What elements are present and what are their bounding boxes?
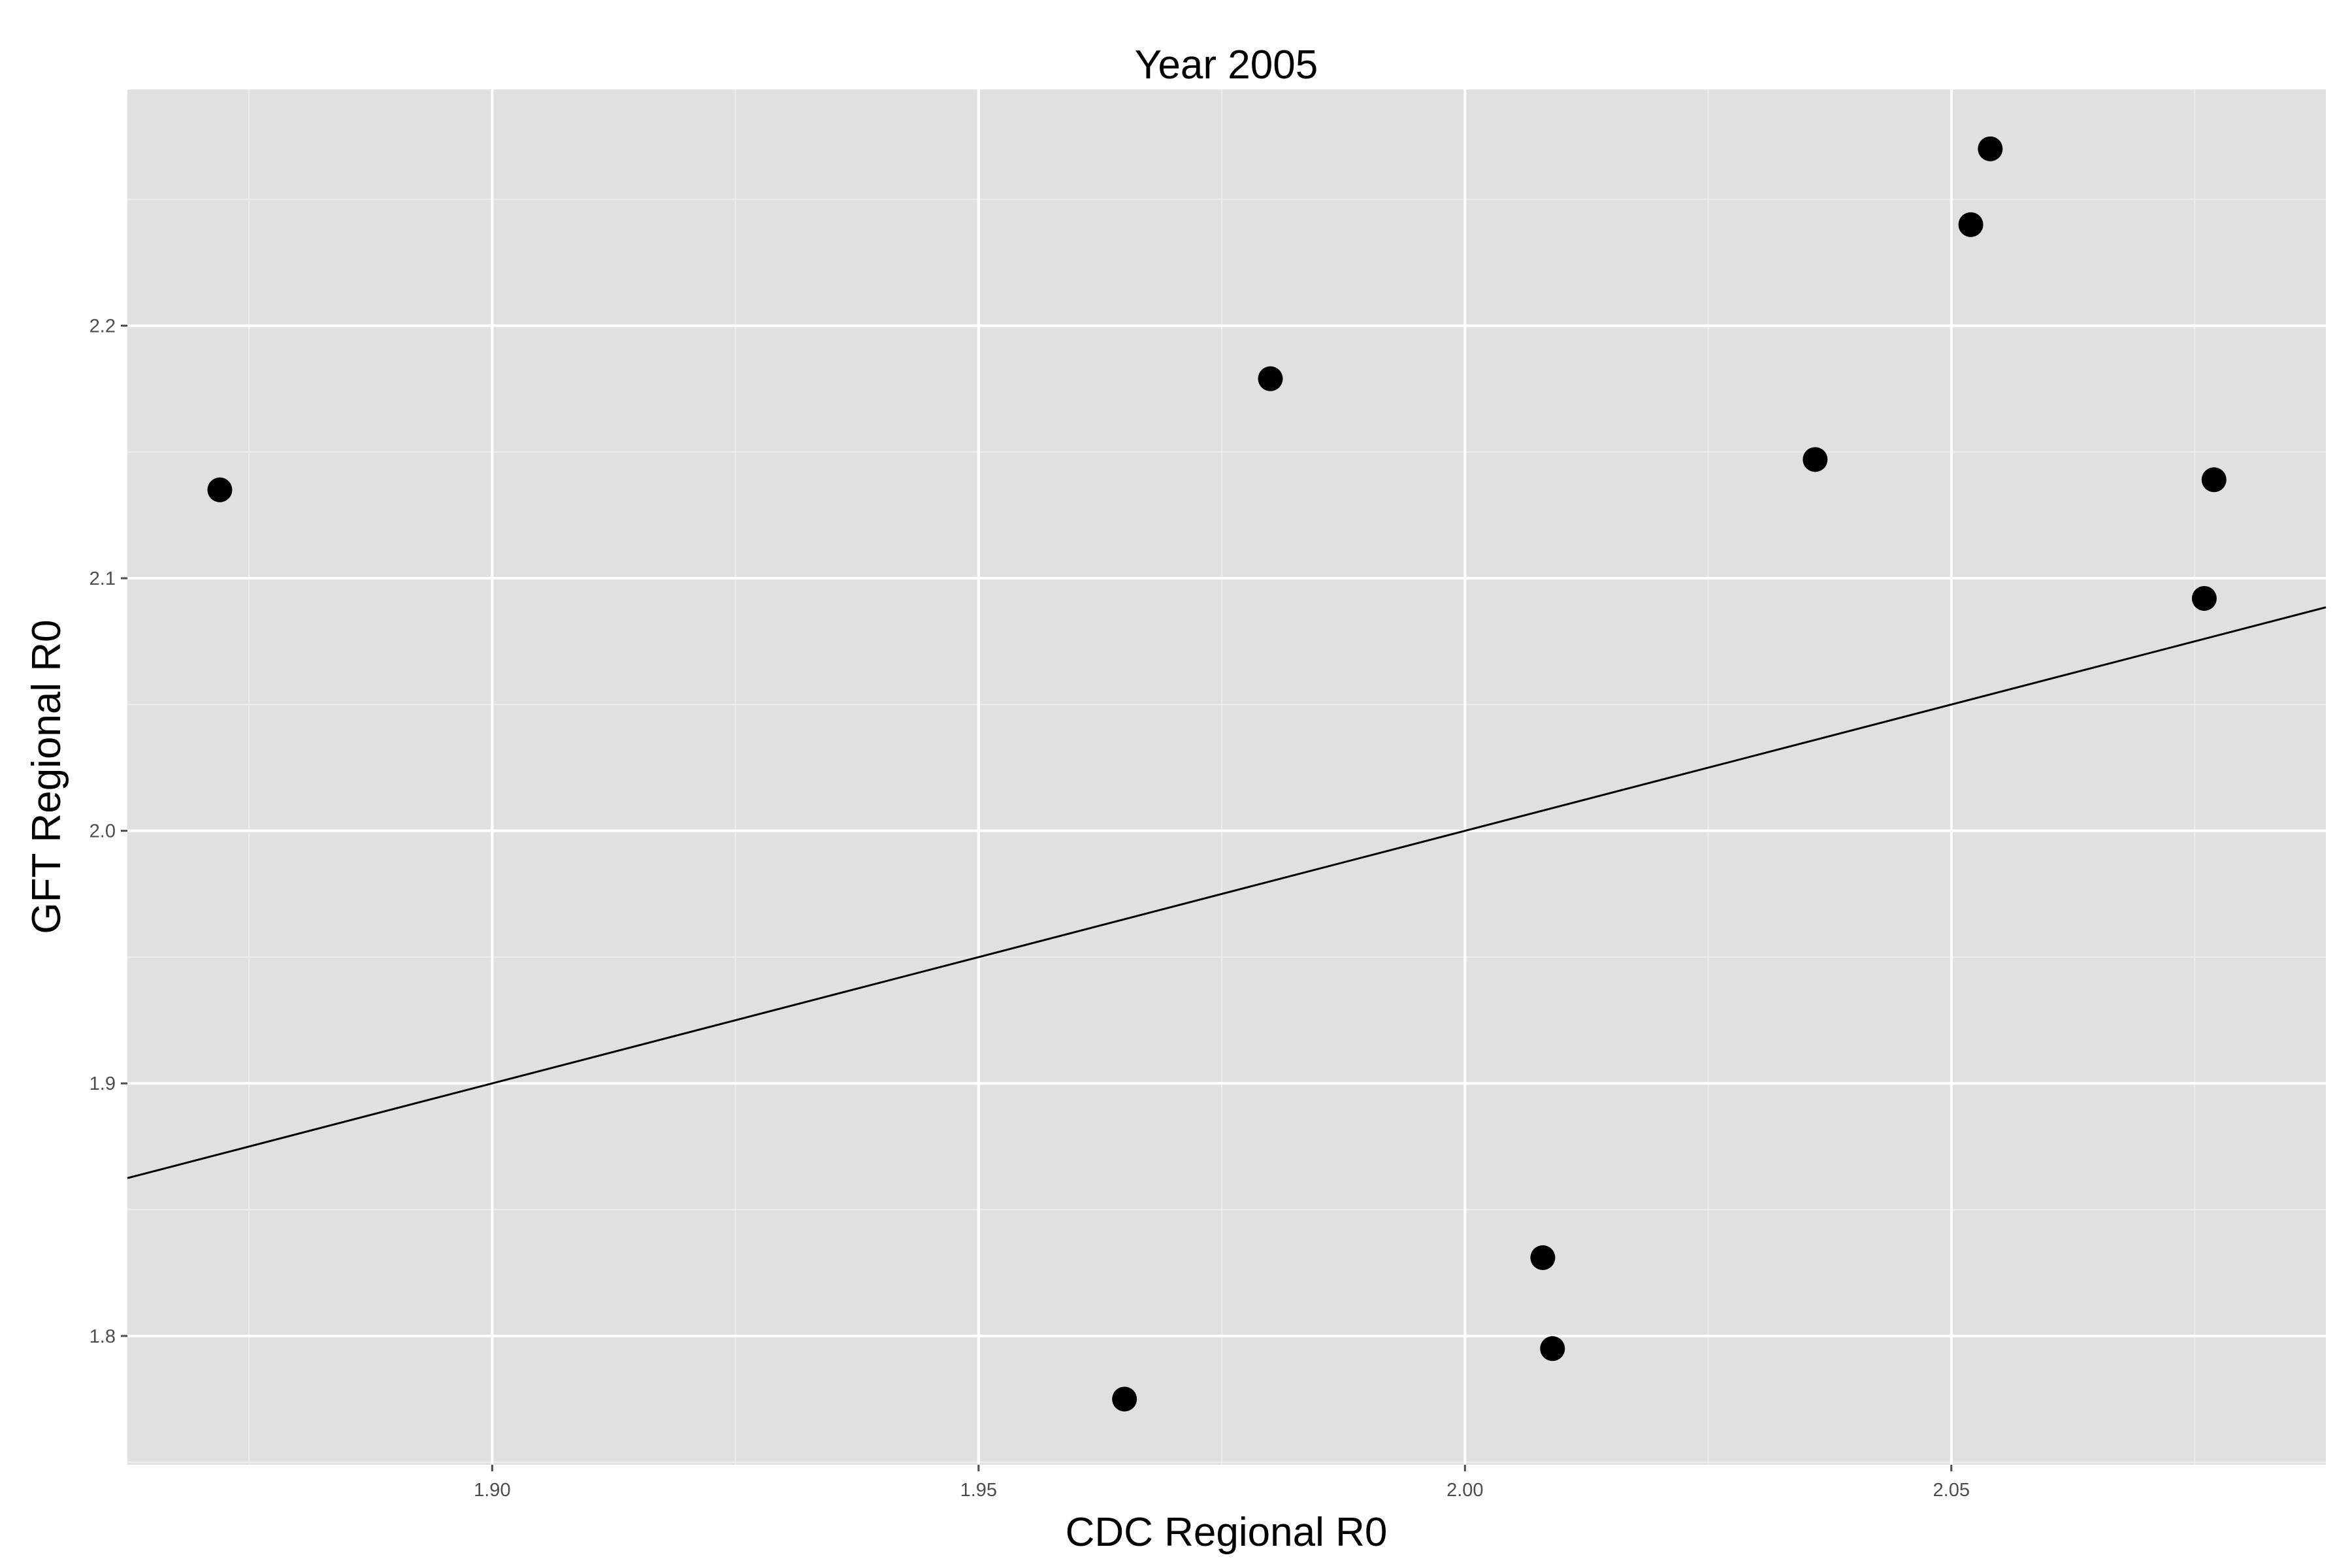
plot-panel — [127, 90, 2326, 1465]
data-point — [1258, 366, 1283, 391]
y-tick-label: 2.1 — [90, 568, 116, 589]
y-tick-label: 2.0 — [90, 821, 116, 842]
data-point — [207, 477, 233, 502]
y-axis-title: GFT Regional R0 — [24, 619, 69, 934]
x-axis-ticks: 1.90 1.95 2.00 2.05 — [474, 1465, 1970, 1501]
points-group — [207, 136, 2227, 1412]
data-point — [2201, 467, 2227, 493]
data-point — [1540, 1336, 1565, 1362]
reference-line-group — [127, 606, 2327, 1179]
data-point — [1958, 212, 1984, 237]
x-tick-label: 1.95 — [960, 1480, 997, 1501]
chart-title: Year 2005 — [1135, 42, 1318, 88]
x-axis-title: CDC Regional R0 — [1066, 1510, 1388, 1555]
x-tick-label: 2.05 — [1933, 1480, 1970, 1501]
x-tick-label: 1.90 — [474, 1480, 510, 1501]
x-tick-label: 2.00 — [1446, 1480, 1483, 1501]
reference-line — [127, 606, 2327, 1179]
data-point — [1803, 447, 1828, 472]
y-axis-ticks: 1.8 1.9 2.0 2.1 2.2 — [90, 316, 127, 1347]
grid-minor — [127, 90, 2326, 1465]
y-tick-label: 2.2 — [90, 316, 116, 336]
data-point — [1112, 1386, 1137, 1412]
y-tick-label: 1.8 — [90, 1326, 116, 1347]
data-point — [1530, 1245, 1556, 1270]
data-point — [2191, 585, 2217, 611]
y-tick-label: 1.9 — [90, 1073, 116, 1094]
data-point — [1978, 136, 2003, 161]
